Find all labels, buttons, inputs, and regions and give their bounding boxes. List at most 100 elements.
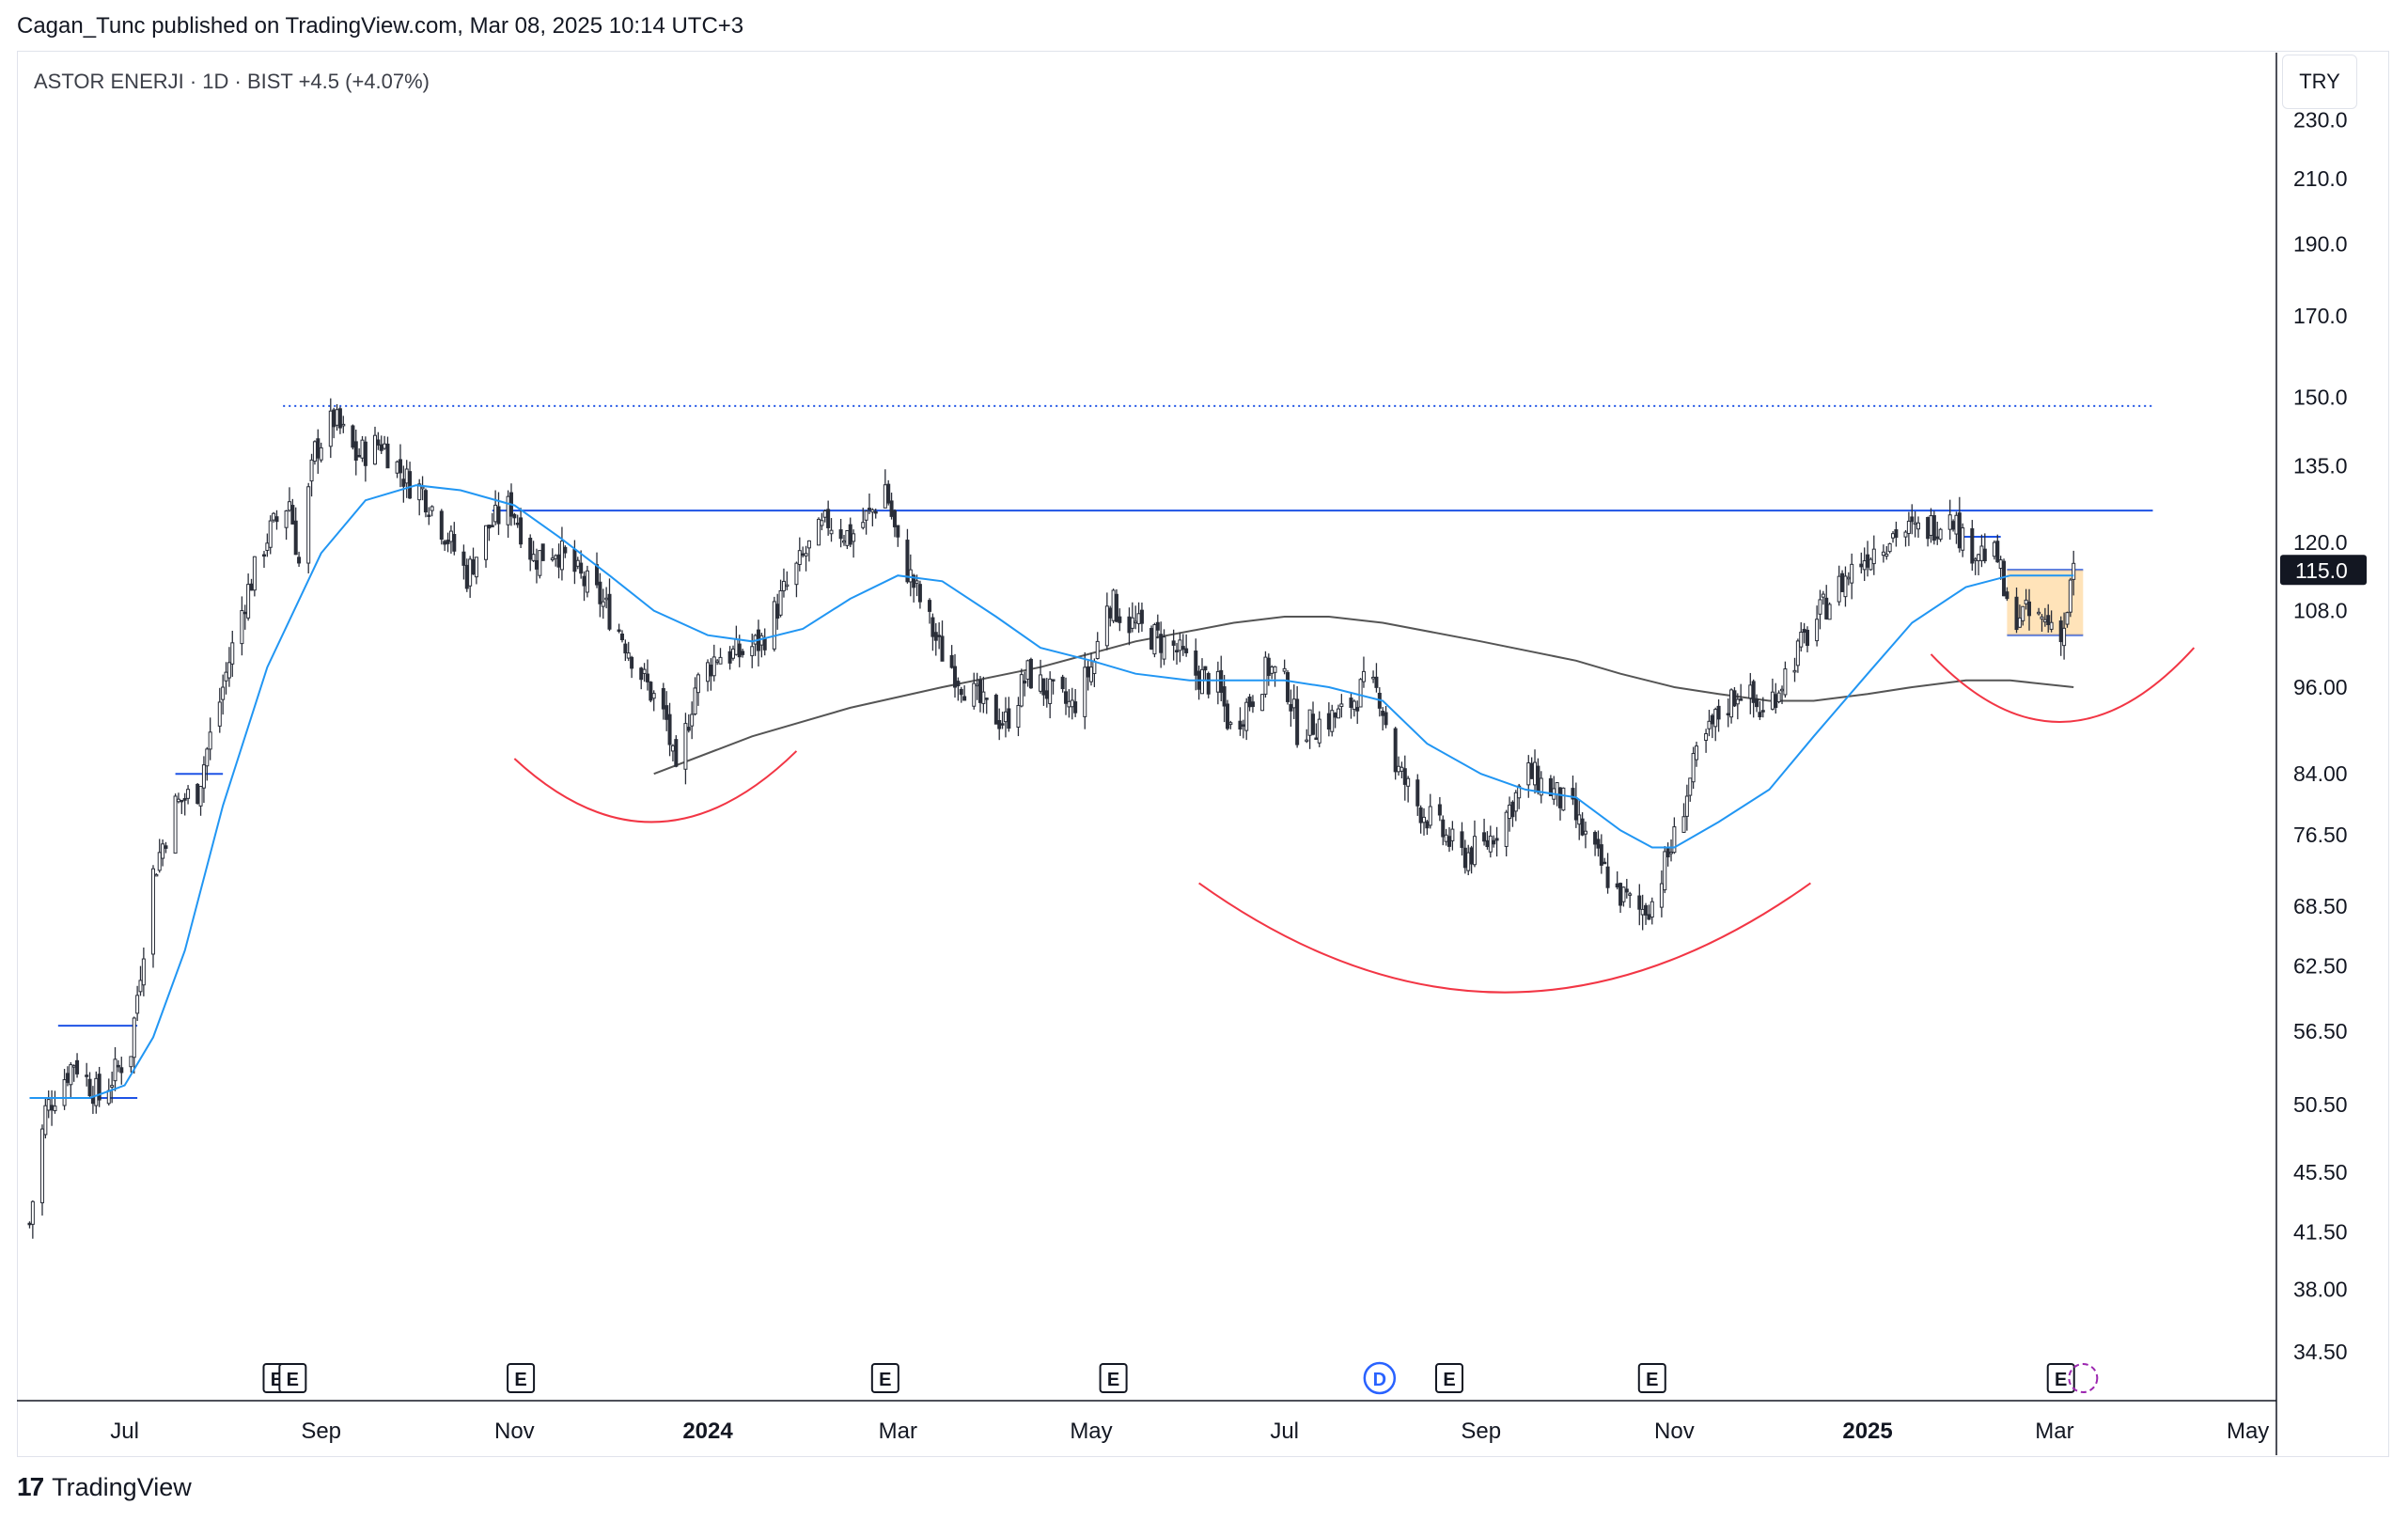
candle-body <box>1640 908 1645 916</box>
candle-body <box>579 562 584 574</box>
candle-body <box>1273 666 1277 673</box>
candle-body <box>867 508 871 510</box>
price-candle <box>1469 845 1474 874</box>
candle-body <box>506 495 510 525</box>
price-candle <box>94 1071 99 1114</box>
candle-body <box>1086 666 1090 678</box>
price-candle <box>1007 697 1011 732</box>
price-candle <box>427 507 431 525</box>
earnings-marker[interactable]: E <box>870 1363 899 1393</box>
price-candle <box>287 487 291 512</box>
candle-body <box>1957 512 1962 549</box>
candle-body <box>908 569 913 583</box>
price-candle <box>252 556 257 597</box>
dividend-marker[interactable]: D <box>1363 1361 1397 1395</box>
price-candle <box>709 658 713 691</box>
candle-body <box>852 533 856 542</box>
candle-body <box>1244 701 1249 731</box>
candle-body <box>797 550 802 565</box>
price-candle <box>62 1069 67 1110</box>
price-candle <box>1850 553 1854 600</box>
fast-moving-average-layer <box>29 484 2074 1099</box>
price-candle <box>1184 634 1189 657</box>
price-candle <box>1827 602 1832 620</box>
price-candle <box>69 1061 73 1098</box>
candle-body <box>759 635 764 646</box>
candle-body <box>1859 563 1864 568</box>
earnings-marker[interactable]: E <box>1637 1363 1666 1393</box>
price-candle <box>1659 870 1664 917</box>
candle-body <box>208 731 212 750</box>
candle-body <box>639 667 644 681</box>
price-candle <box>686 713 691 733</box>
price-candle <box>110 1071 115 1104</box>
price-candle <box>1393 727 1398 780</box>
earnings-marker[interactable]: E <box>278 1363 307 1393</box>
price-candle <box>1957 496 1962 553</box>
candle-body <box>572 549 577 572</box>
price-tick-label: 96.00 <box>2293 675 2348 699</box>
price-candle <box>173 793 178 854</box>
candle-body <box>268 520 273 548</box>
price-candle <box>940 620 945 662</box>
candle-body <box>398 459 402 474</box>
price-candle <box>1599 834 1603 874</box>
earnings-marker[interactable]: E <box>1099 1363 1128 1393</box>
price-candle <box>696 672 700 706</box>
earnings-marker[interactable]: E <box>507 1363 536 1393</box>
currency-button[interactable]: TRY <box>2282 55 2357 109</box>
symbol-legend[interactable]: ASTOR ENERJI · 1D · BIST +4.5 (+4.07%) <box>34 70 430 93</box>
candle-body <box>1621 886 1626 902</box>
candle-body <box>1815 619 1820 642</box>
price-candle <box>1998 556 2003 580</box>
candle-body <box>404 468 409 484</box>
candle-body <box>287 501 291 511</box>
candle-body <box>186 789 191 799</box>
price-tick-label: 62.50 <box>2293 953 2348 978</box>
price-candle <box>39 1124 44 1216</box>
price-candle <box>1130 602 1134 633</box>
tradingview-logo[interactable]: 17 TradingView <box>17 1472 192 1502</box>
price-candle <box>496 492 501 536</box>
dividend-marker-label: D <box>1373 1370 1386 1390</box>
candle-body <box>154 873 159 877</box>
price-candle <box>972 672 977 710</box>
candle-body <box>822 510 827 518</box>
price-candle <box>249 578 254 591</box>
price-candle <box>1624 878 1629 899</box>
candle-body <box>1139 609 1144 624</box>
candle-body <box>113 1058 117 1082</box>
price-candle <box>1552 776 1556 806</box>
candle-body <box>1175 650 1180 652</box>
price-candle <box>864 510 868 535</box>
candle-body <box>1827 604 1832 620</box>
candle-body <box>1127 616 1132 634</box>
earnings-marker-label: E <box>1646 1370 1658 1390</box>
price-candle <box>490 512 494 527</box>
candle-body <box>556 554 561 568</box>
price-candle <box>1263 651 1268 698</box>
price-tick-label: 45.50 <box>2293 1160 2348 1184</box>
price-candle <box>997 708 1002 741</box>
candle-body <box>1194 651 1198 676</box>
earnings-marker[interactable]: E <box>1434 1363 1463 1393</box>
candle-body <box>1710 714 1714 725</box>
candle-body <box>306 486 311 564</box>
candle-body <box>1755 698 1759 708</box>
candle-body <box>1228 722 1233 726</box>
price-candle <box>852 529 856 558</box>
candle-body <box>626 652 631 659</box>
earnings-marker[interactable]: E <box>2046 1363 2075 1393</box>
candle-body <box>604 597 609 601</box>
time-tick-label: Sep <box>1461 1419 1501 1444</box>
price-candle <box>1529 757 1534 779</box>
candle-body <box>686 727 691 731</box>
price-candle <box>550 548 555 562</box>
price-candle <box>1425 820 1430 835</box>
candle-body <box>2062 627 2067 647</box>
price-candle <box>1691 746 1696 790</box>
candle-body <box>372 434 377 465</box>
candle-body <box>1494 838 1499 841</box>
candle-body <box>252 556 257 591</box>
